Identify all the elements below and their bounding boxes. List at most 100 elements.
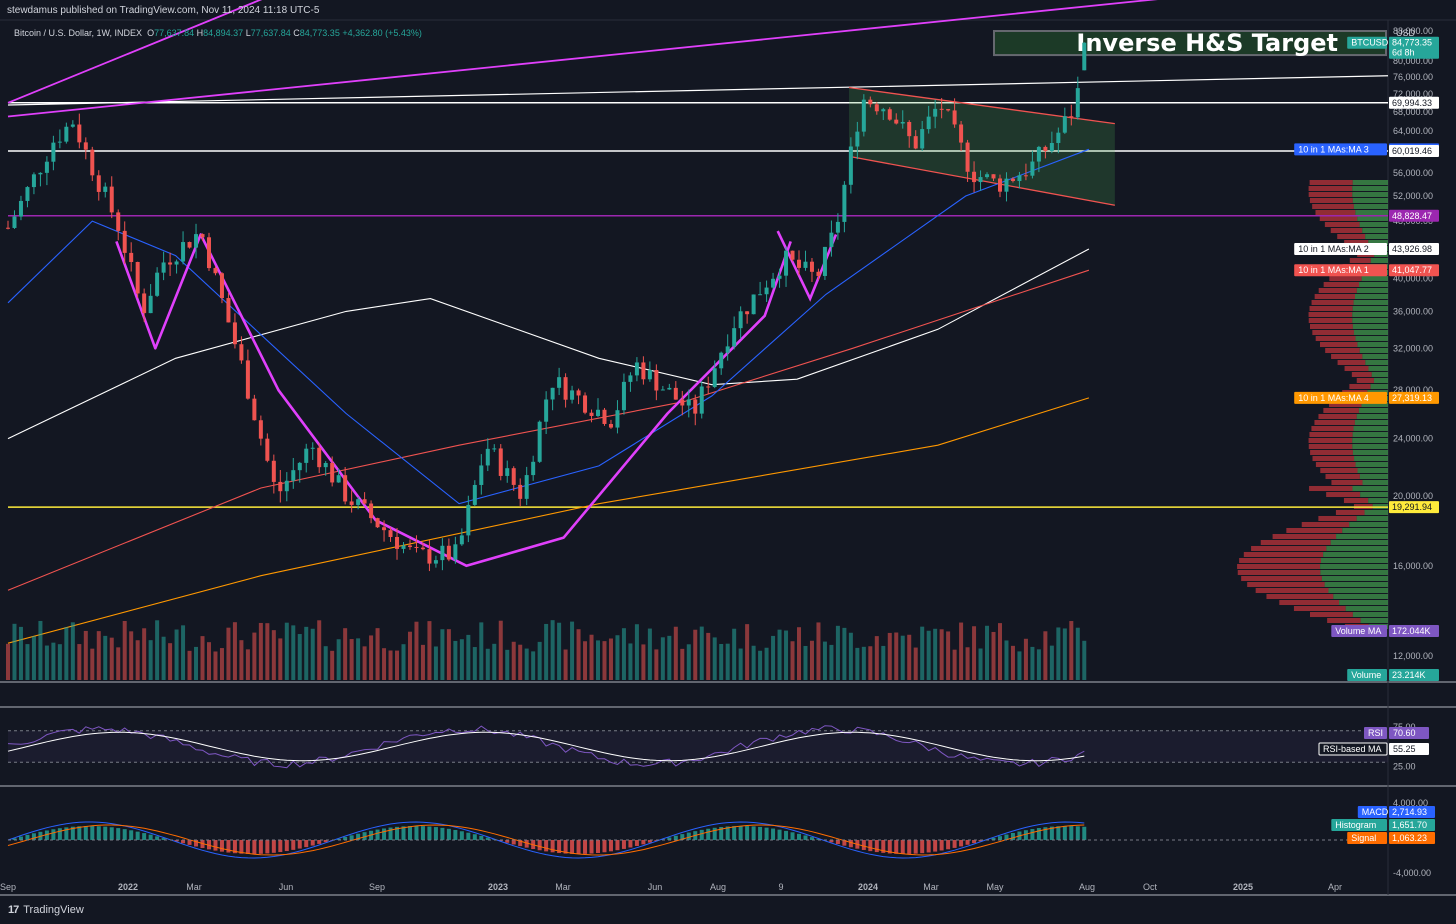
macd-histogram-bar xyxy=(245,840,250,854)
volume-profile-bar xyxy=(1336,534,1388,539)
macd-histogram-bar xyxy=(647,840,652,843)
macd-histogram-bar xyxy=(258,840,263,854)
price-tag-label: 10 in 1 MAs:MA 3 xyxy=(1298,144,1369,154)
volume-bar xyxy=(667,635,672,680)
volume-bar xyxy=(693,629,698,680)
macd-histogram-bar xyxy=(109,827,114,840)
macd-histogram-bar xyxy=(615,840,620,851)
macd-histogram-bar xyxy=(771,828,776,840)
volume-profile-bar xyxy=(1356,378,1374,383)
volume-bar xyxy=(135,640,140,680)
volume-bar xyxy=(738,648,743,680)
volume-profile-bar xyxy=(1337,234,1366,239)
volume-bar xyxy=(356,638,361,680)
candle-body xyxy=(194,234,199,248)
volume-bar xyxy=(887,632,892,680)
macd-histogram-bar xyxy=(498,840,503,842)
candle-body xyxy=(1069,116,1074,118)
volume-bar xyxy=(297,634,302,680)
macd-histogram-bar xyxy=(816,838,821,840)
price-label-box xyxy=(1389,501,1439,514)
candle-body xyxy=(181,242,186,262)
volume-bar xyxy=(725,643,730,680)
macd-histogram-bar xyxy=(414,826,419,840)
volume-bar xyxy=(116,647,121,680)
volume-profile-bar xyxy=(1358,408,1388,413)
volume-profile-bar xyxy=(1301,522,1350,527)
macd-histogram-bar xyxy=(1030,829,1035,840)
candle-body xyxy=(991,174,996,179)
volume-profile-bar xyxy=(1311,426,1354,431)
macd-histogram-bar xyxy=(537,840,542,851)
volume-profile-bar xyxy=(1318,414,1357,419)
macd-histogram-bar xyxy=(336,838,341,840)
macd-histogram-bar xyxy=(213,840,218,851)
volume-bar xyxy=(479,622,484,680)
footer: 17 TradingView xyxy=(8,904,84,916)
macd-histogram-bar xyxy=(920,840,925,854)
macd-histogram-bar xyxy=(732,826,737,840)
volume-bar xyxy=(323,646,328,680)
macd-histogram-bar xyxy=(738,826,743,840)
price-label-box xyxy=(1389,145,1439,158)
price-label: 27,319.13 xyxy=(1392,393,1432,403)
macd-histogram-bar xyxy=(686,832,691,840)
candle-body xyxy=(732,328,737,347)
price-tag-box xyxy=(1294,391,1387,404)
low-value: 77,637.84 xyxy=(250,28,291,38)
candle-body xyxy=(1043,146,1048,152)
candle-body xyxy=(913,136,918,149)
macd-histogram-bar xyxy=(835,840,840,845)
candle-body xyxy=(336,475,341,483)
volume-bar xyxy=(213,651,218,680)
macd-histogram-bar xyxy=(479,835,484,840)
price-label: 172.044K xyxy=(1392,626,1431,636)
volume-bar xyxy=(641,644,646,680)
volume-bar xyxy=(1075,627,1080,680)
macd-histogram-bar xyxy=(122,829,127,840)
candle-body xyxy=(1062,116,1067,133)
price-label-box xyxy=(1389,96,1439,109)
time-axis-tick: Aug xyxy=(710,882,726,892)
macd-value: 2,714.93 xyxy=(1392,807,1427,817)
macd-histogram-bar xyxy=(939,840,944,851)
volume-profile-bar xyxy=(1247,582,1325,587)
macd-value: 1,651.70 xyxy=(1392,820,1427,830)
macd-tag: Signal xyxy=(1351,833,1376,843)
volume-bar xyxy=(18,626,23,680)
candle-body xyxy=(790,250,795,260)
volume-bar xyxy=(161,636,166,680)
price-label: 19,291.94 xyxy=(1392,502,1432,512)
candle-body xyxy=(70,124,75,127)
macd-value-box xyxy=(1389,832,1435,844)
volume-bar xyxy=(537,641,542,680)
volume-profile-bar xyxy=(1352,180,1388,185)
macd-histogram-bar xyxy=(226,840,231,853)
candle-body xyxy=(997,178,1002,192)
price-tag-label: 10 in 1 MAs:MA 1 xyxy=(1298,265,1369,275)
volume-profile-bar xyxy=(1335,510,1365,515)
price-tag-box xyxy=(1294,143,1387,156)
price-label-box xyxy=(1389,625,1439,637)
candle-body xyxy=(135,261,140,294)
time-axis-tick: 2022 xyxy=(118,882,138,892)
volume-profile-bar xyxy=(1344,240,1369,245)
volume-profile-bar xyxy=(1354,294,1388,299)
candle-body xyxy=(349,501,354,505)
volume-bar xyxy=(985,625,990,680)
volume-profile-bar xyxy=(1359,282,1388,287)
candle-body xyxy=(570,390,575,400)
volume-profile-bar xyxy=(1239,558,1322,563)
candle-body xyxy=(1023,175,1028,177)
macd-histogram-bar xyxy=(725,826,730,840)
macd-histogram-bar xyxy=(576,840,581,854)
volume-bar xyxy=(25,644,30,680)
candle-body xyxy=(492,448,497,450)
macd-histogram-bar xyxy=(18,836,23,840)
macd-histogram-bar xyxy=(472,834,477,840)
time-axis-tick: 2024 xyxy=(858,882,878,892)
macd-histogram-bar xyxy=(395,826,400,840)
candle-body xyxy=(524,475,529,499)
macd-histogram-bar xyxy=(142,833,147,840)
candle-body xyxy=(797,259,801,268)
